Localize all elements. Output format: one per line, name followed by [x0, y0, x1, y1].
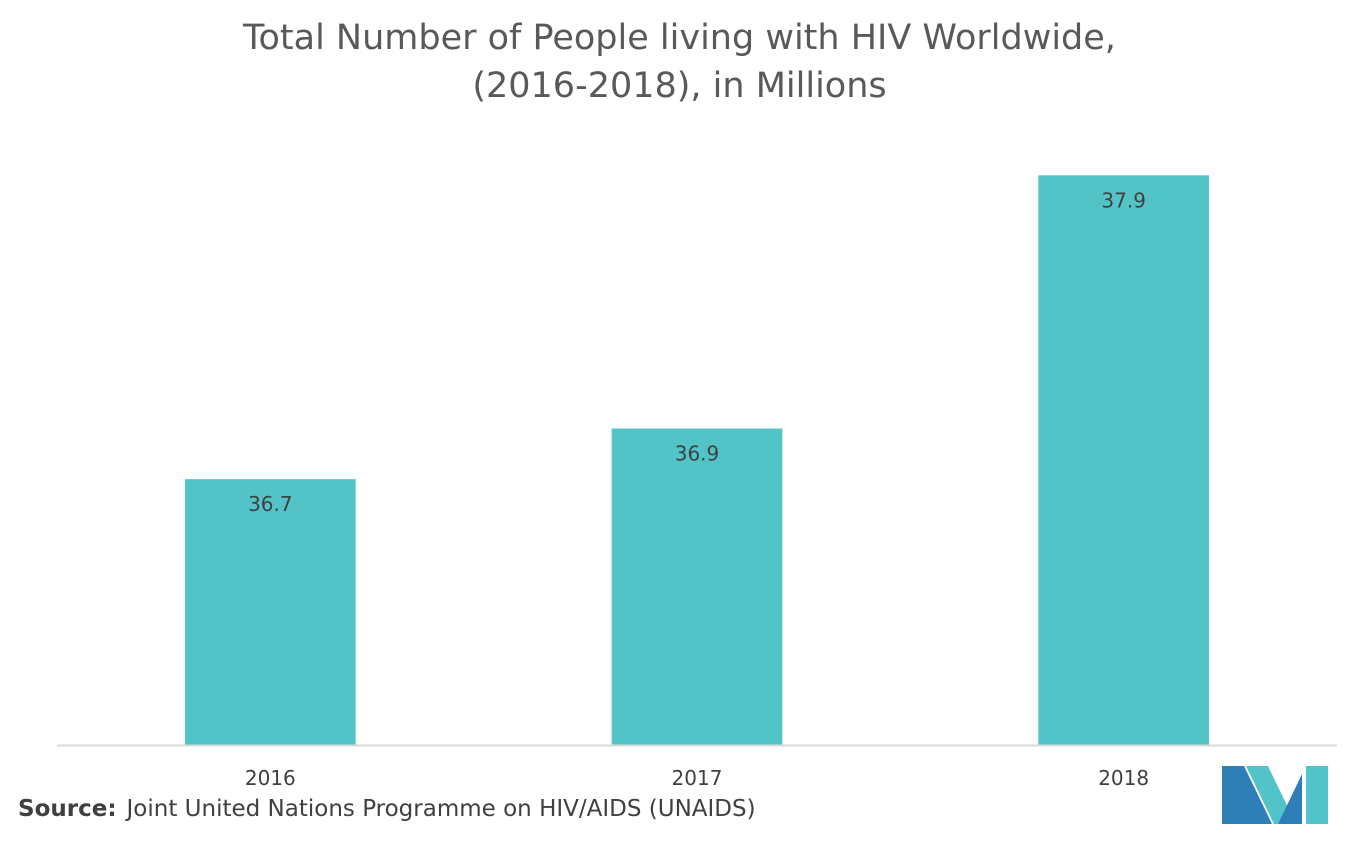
- source-text: Joint United Nations Programme on HIV/AI…: [126, 796, 756, 822]
- bar-chart: 36.7 2016 36.9 2017 37.9 2018: [57, 175, 1337, 790]
- data-label-2016: 36.7: [248, 492, 293, 516]
- bar-2016: [185, 479, 356, 745]
- x-tick-label-2016: 2016: [245, 766, 296, 790]
- chart-title: Total Number of People living with HIV W…: [0, 14, 1359, 110]
- chart-title-line-1: Total Number of People living with HIV W…: [243, 18, 1116, 58]
- logo-shape-right: [1306, 766, 1328, 824]
- data-label-2017: 36.9: [675, 442, 720, 466]
- source-note: Source: Joint United Nations Programme on…: [18, 796, 756, 822]
- data-label-2018: 37.9: [1101, 188, 1146, 212]
- x-tick-label-2018: 2018: [1098, 766, 1149, 790]
- chart-title-line-2: (2016-2018), in Millions: [472, 66, 887, 106]
- x-tick-label-2017: 2017: [672, 766, 723, 790]
- logo-shape-left: [1222, 766, 1272, 824]
- logo-shape-middle: [1246, 766, 1296, 824]
- source-label: Source:: [18, 796, 117, 822]
- bar-2017: [611, 428, 783, 745]
- bar-2018: [1038, 175, 1209, 745]
- company-logo-icon: [1222, 766, 1328, 824]
- logo-shape-accent: [1278, 774, 1302, 824]
